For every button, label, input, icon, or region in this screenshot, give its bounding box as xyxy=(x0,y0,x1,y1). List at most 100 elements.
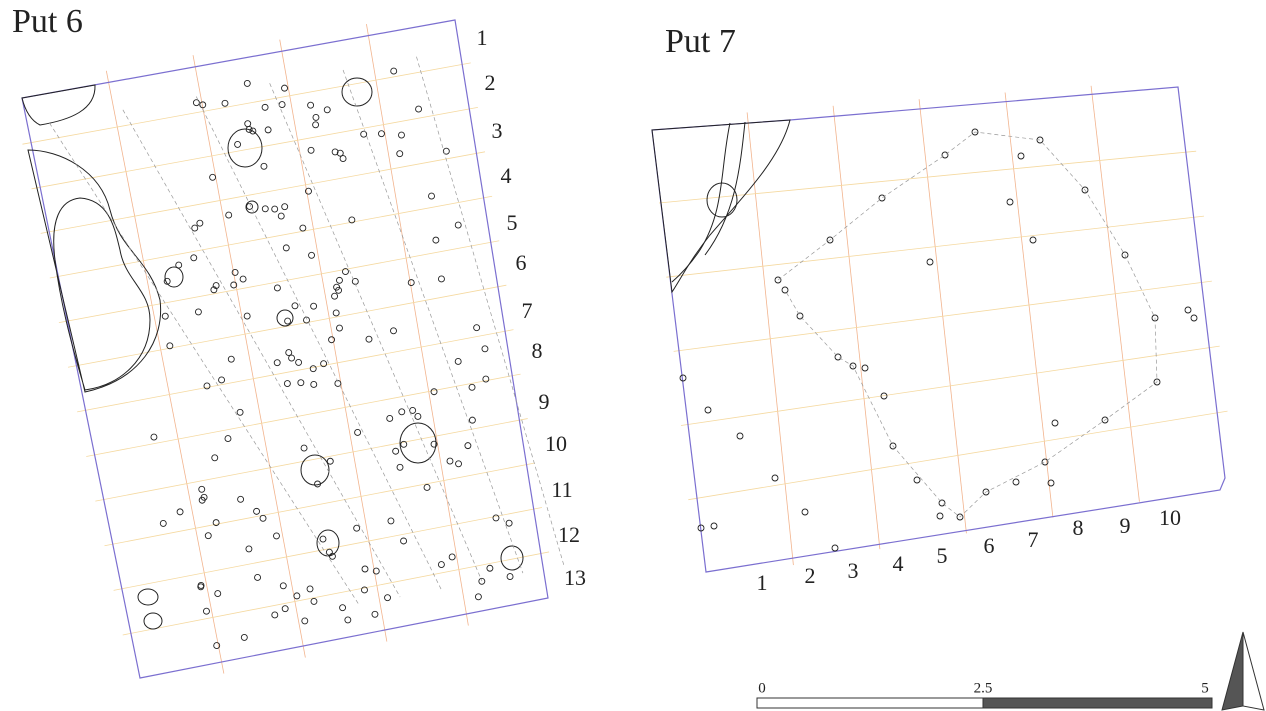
posthole xyxy=(469,417,475,423)
pit xyxy=(138,589,158,605)
row-label: 13 xyxy=(564,565,586,590)
posthole xyxy=(455,358,461,364)
posthole xyxy=(366,336,372,342)
row-label: 1 xyxy=(477,25,488,50)
alignment xyxy=(196,97,441,590)
labels: 1234567891011121312345678910 xyxy=(477,25,1182,595)
posthole xyxy=(399,409,405,415)
row-label: 12 xyxy=(558,522,580,547)
column-label: 2 xyxy=(805,563,816,588)
posthole xyxy=(372,611,378,617)
posthole xyxy=(378,131,384,137)
scale-label: 5 xyxy=(1201,680,1209,696)
posthole xyxy=(447,458,453,464)
posthole xyxy=(391,68,397,74)
posthole xyxy=(244,80,250,86)
column-label: 4 xyxy=(893,551,904,576)
postholes xyxy=(49,57,1197,649)
scale-dark xyxy=(983,698,1212,708)
posthole xyxy=(199,486,205,492)
grid-line xyxy=(123,552,549,635)
row-label: 7 xyxy=(522,298,533,323)
posthole xyxy=(191,255,197,261)
posthole xyxy=(310,366,316,372)
column-label: 5 xyxy=(937,543,948,568)
posthole xyxy=(397,464,403,470)
grid-line xyxy=(681,346,1220,425)
posthole xyxy=(274,360,280,366)
posthole xyxy=(255,574,261,580)
posthole xyxy=(262,206,268,212)
grid-line xyxy=(41,152,485,234)
posthole xyxy=(193,100,199,106)
posthole xyxy=(213,520,219,526)
posthole xyxy=(398,132,404,138)
posthole xyxy=(246,546,252,552)
posthole xyxy=(329,553,335,559)
posthole xyxy=(410,407,416,413)
posthole xyxy=(302,618,308,624)
posthole xyxy=(311,381,317,387)
posthole xyxy=(355,429,361,435)
grid-line xyxy=(95,419,527,502)
grid-line xyxy=(674,281,1212,351)
posthole xyxy=(274,285,280,291)
column-label: 3 xyxy=(848,558,859,583)
posthole xyxy=(262,104,268,110)
posthole xyxy=(309,252,315,258)
posthole xyxy=(235,141,241,147)
posthole xyxy=(927,259,933,265)
pit xyxy=(400,423,436,463)
grid-line xyxy=(77,330,513,412)
column-label: 1 xyxy=(757,570,768,595)
posthole xyxy=(285,318,291,324)
posthole xyxy=(282,606,288,612)
posthole xyxy=(506,520,512,526)
row-label: 8 xyxy=(532,338,543,363)
posthole xyxy=(254,508,260,514)
scale-white xyxy=(757,698,983,708)
posthole xyxy=(241,634,247,640)
posthole xyxy=(862,365,868,371)
posthole xyxy=(192,225,198,231)
pit xyxy=(277,310,293,326)
posthole xyxy=(282,85,288,91)
posthole xyxy=(469,384,475,390)
posthole xyxy=(455,222,461,228)
row-label: 6 xyxy=(516,250,527,275)
put6-grid xyxy=(22,24,549,674)
row-label: 9 xyxy=(539,389,550,414)
posthole xyxy=(278,213,284,219)
grid-line xyxy=(666,216,1204,277)
posthole xyxy=(475,594,481,600)
posthole xyxy=(162,313,168,319)
site-plan: Put 6 Put 7 1234567891011121312345678910… xyxy=(0,0,1266,711)
grid-line xyxy=(688,411,1227,500)
posthole xyxy=(261,163,267,169)
pit xyxy=(246,201,258,213)
posthole xyxy=(705,407,711,413)
posthole xyxy=(245,121,251,127)
posthole xyxy=(424,484,430,490)
posthole xyxy=(313,122,319,128)
page: Put 6 Put 7 1234567891011121312345678910… xyxy=(0,0,1266,711)
posthole xyxy=(326,549,332,555)
posthole xyxy=(1007,199,1013,205)
row-label: 5 xyxy=(507,210,518,235)
posthole xyxy=(273,533,279,539)
row-label: 2 xyxy=(485,70,496,95)
posthole xyxy=(219,377,225,383)
posthole xyxy=(340,156,346,162)
posthole xyxy=(280,583,286,589)
grid-line xyxy=(659,151,1196,203)
posthole xyxy=(307,586,313,592)
posthole xyxy=(354,525,360,531)
posthole xyxy=(431,389,437,395)
feature xyxy=(28,150,161,392)
posthole xyxy=(387,415,393,421)
posthole xyxy=(937,513,943,519)
posthole xyxy=(393,448,399,454)
posthole xyxy=(212,455,218,461)
grid-line xyxy=(366,24,468,626)
alignment xyxy=(416,57,563,565)
